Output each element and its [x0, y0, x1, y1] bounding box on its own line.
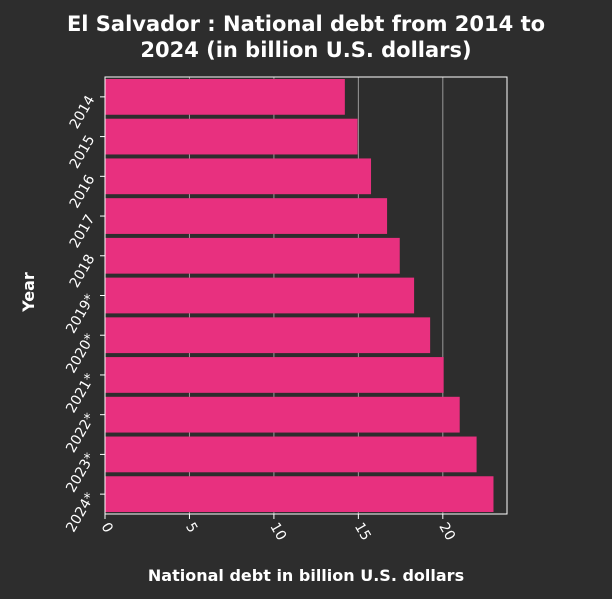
x-tick-label: 15: [351, 520, 374, 543]
x-axis-label: National debt in billion U.S. dollars: [148, 566, 464, 585]
y-tick-label: 2017: [67, 212, 99, 251]
y-tick-label: 2022*: [63, 411, 98, 456]
bar: [105, 436, 477, 473]
bar: [105, 396, 460, 433]
y-tick-label: 2015: [67, 133, 99, 172]
y-tick-label: 2020*: [63, 331, 98, 376]
x-tick-label: 10: [266, 520, 289, 543]
y-axis-ticks: 201420152016201720182019*2020*2021*2022*…: [63, 93, 105, 535]
y-tick-label: 2019*: [63, 292, 98, 337]
bar: [105, 277, 415, 314]
y-tick-label: 2016: [67, 172, 99, 211]
x-tick-label: 5: [182, 520, 200, 536]
chart-title-line-2: 2024 (in billion U.S. dollars): [140, 38, 471, 62]
x-tick-label: 0: [98, 520, 116, 536]
y-tick-label: 2024*: [63, 490, 98, 535]
bar: [105, 118, 358, 155]
bar: [105, 357, 444, 393]
y-axis-label: Year: [19, 272, 38, 313]
bar: [105, 78, 345, 115]
bars: [105, 78, 494, 513]
y-tick-label: 2018: [67, 252, 99, 291]
bar: [105, 158, 372, 195]
y-tick-label: 2014: [67, 93, 99, 132]
bar: [105, 476, 494, 513]
x-axis-ticks: 0 5 10 15 20: [98, 514, 458, 543]
bar: [105, 317, 431, 354]
bar: [105, 198, 388, 234]
x-tick-label: 20: [435, 520, 458, 543]
chart-title-line-1: El Salvador : National debt from 2014 to: [67, 12, 545, 36]
y-tick-label: 2023*: [63, 450, 98, 495]
bar: [105, 237, 400, 274]
y-tick-label: 2021*: [63, 371, 98, 416]
